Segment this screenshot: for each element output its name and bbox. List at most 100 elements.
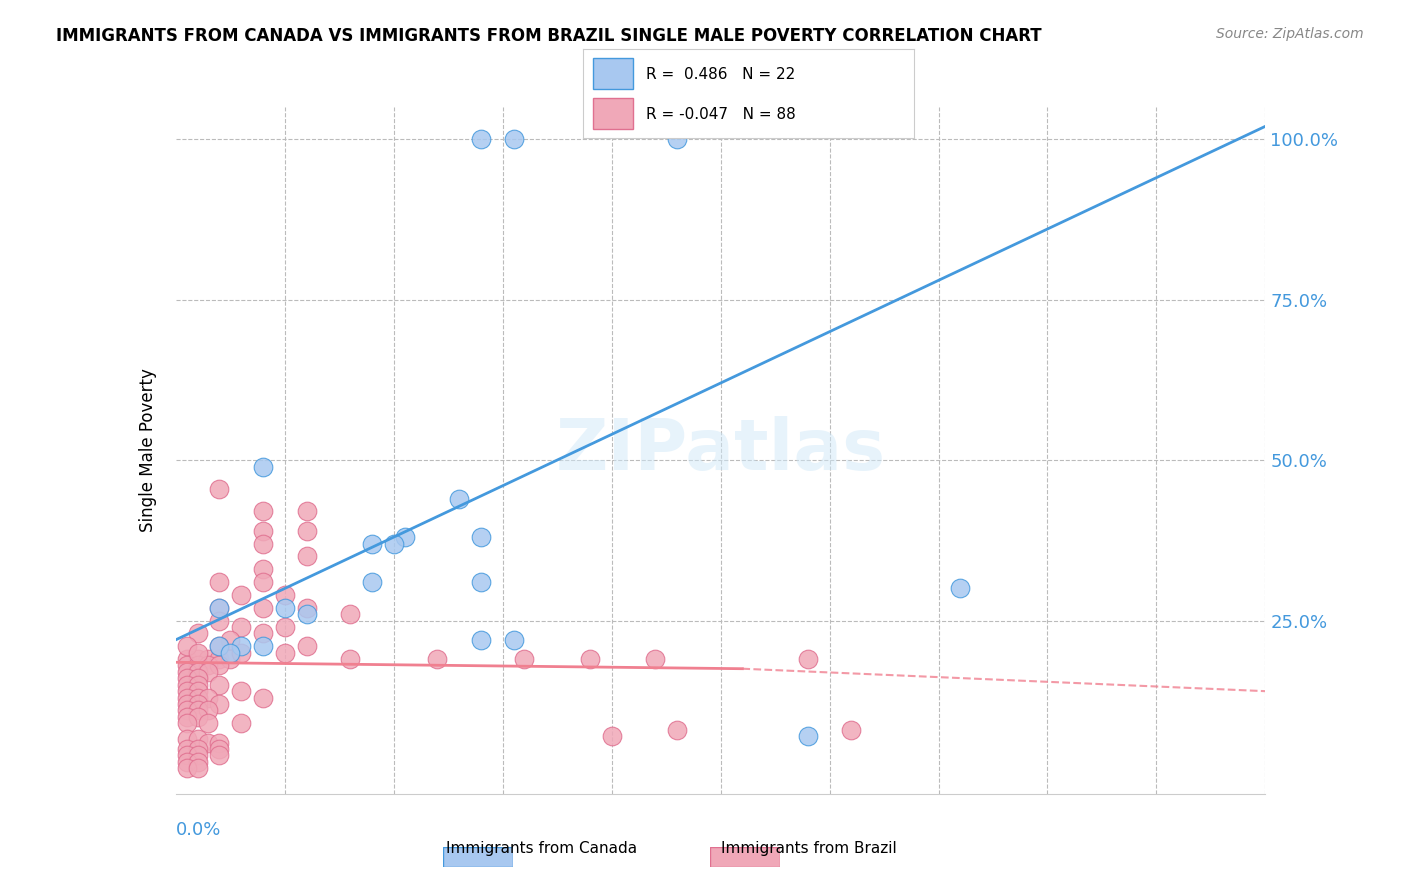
Point xyxy=(470,575,492,590)
Point xyxy=(186,697,209,711)
Point xyxy=(295,504,318,518)
Point xyxy=(197,652,219,666)
Point xyxy=(176,697,198,711)
Point xyxy=(186,761,209,775)
Point xyxy=(231,639,253,653)
Point xyxy=(447,491,470,506)
Text: R = -0.047   N = 88: R = -0.047 N = 88 xyxy=(647,107,796,121)
Point xyxy=(176,665,198,679)
Point xyxy=(252,575,274,590)
Point xyxy=(208,639,231,653)
Point xyxy=(274,620,297,634)
Point xyxy=(197,703,219,717)
Point xyxy=(252,639,274,653)
Point xyxy=(231,620,253,634)
Point xyxy=(176,639,198,653)
Point xyxy=(176,652,198,666)
Point xyxy=(208,652,231,666)
Point xyxy=(208,678,231,692)
Point xyxy=(252,536,274,550)
Point xyxy=(176,671,198,685)
Point xyxy=(360,575,382,590)
Point xyxy=(252,600,274,615)
Point xyxy=(176,732,198,747)
Point xyxy=(513,652,536,666)
Point xyxy=(208,735,231,749)
Point xyxy=(208,600,231,615)
Point xyxy=(208,482,231,496)
Point xyxy=(949,582,972,596)
Point xyxy=(186,665,209,679)
Point xyxy=(666,723,689,737)
Point xyxy=(231,588,253,602)
Point xyxy=(186,710,209,724)
Point xyxy=(666,132,689,146)
Point xyxy=(197,716,219,731)
Point xyxy=(252,524,274,538)
Point xyxy=(219,646,242,660)
Point xyxy=(360,536,382,550)
Point xyxy=(841,723,863,737)
Point xyxy=(208,575,231,590)
Text: Immigrants from Brazil: Immigrants from Brazil xyxy=(720,841,897,856)
Point xyxy=(186,678,209,692)
Point xyxy=(186,684,209,698)
Point xyxy=(394,530,416,544)
Point xyxy=(796,729,818,743)
Point xyxy=(502,632,524,647)
Point xyxy=(176,703,198,717)
Point xyxy=(470,632,492,647)
Point xyxy=(382,536,405,550)
Point xyxy=(252,504,274,518)
Point xyxy=(252,626,274,640)
Y-axis label: Single Male Poverty: Single Male Poverty xyxy=(139,368,157,533)
Point xyxy=(197,665,219,679)
Point xyxy=(252,562,274,576)
Point xyxy=(197,735,219,749)
Point xyxy=(231,716,253,731)
Text: ZIPatlas: ZIPatlas xyxy=(555,416,886,485)
Point xyxy=(176,710,198,724)
Point xyxy=(176,678,198,692)
Point xyxy=(470,132,492,146)
Point xyxy=(295,524,318,538)
Point xyxy=(502,132,524,146)
Point xyxy=(274,600,297,615)
Point xyxy=(176,748,198,763)
Point xyxy=(339,607,361,622)
Point xyxy=(219,632,242,647)
Point xyxy=(186,690,209,705)
Point xyxy=(197,690,219,705)
Bar xyxy=(593,98,633,129)
Point xyxy=(186,703,209,717)
Point xyxy=(274,588,297,602)
Text: IMMIGRANTS FROM CANADA VS IMMIGRANTS FROM BRAZIL SINGLE MALE POVERTY CORRELATION: IMMIGRANTS FROM CANADA VS IMMIGRANTS FRO… xyxy=(56,27,1042,45)
Point xyxy=(176,755,198,769)
Point xyxy=(274,646,297,660)
Point xyxy=(426,652,449,666)
Point xyxy=(295,549,318,564)
Point xyxy=(176,690,198,705)
Point xyxy=(186,671,209,685)
Point xyxy=(176,742,198,756)
Point xyxy=(186,748,209,763)
Point xyxy=(339,652,361,666)
Point xyxy=(470,530,492,544)
Point xyxy=(252,690,274,705)
Point xyxy=(186,626,209,640)
Text: Immigrants from Canada: Immigrants from Canada xyxy=(446,841,637,856)
Point xyxy=(231,646,253,660)
Bar xyxy=(593,58,633,89)
Point xyxy=(295,600,318,615)
Point xyxy=(796,652,818,666)
Point xyxy=(208,658,231,673)
Point xyxy=(295,607,318,622)
Point xyxy=(208,697,231,711)
Point xyxy=(295,639,318,653)
Point xyxy=(176,684,198,698)
Point xyxy=(186,652,209,666)
Point xyxy=(644,652,666,666)
Point xyxy=(186,732,209,747)
Point xyxy=(186,646,209,660)
Point xyxy=(208,600,231,615)
